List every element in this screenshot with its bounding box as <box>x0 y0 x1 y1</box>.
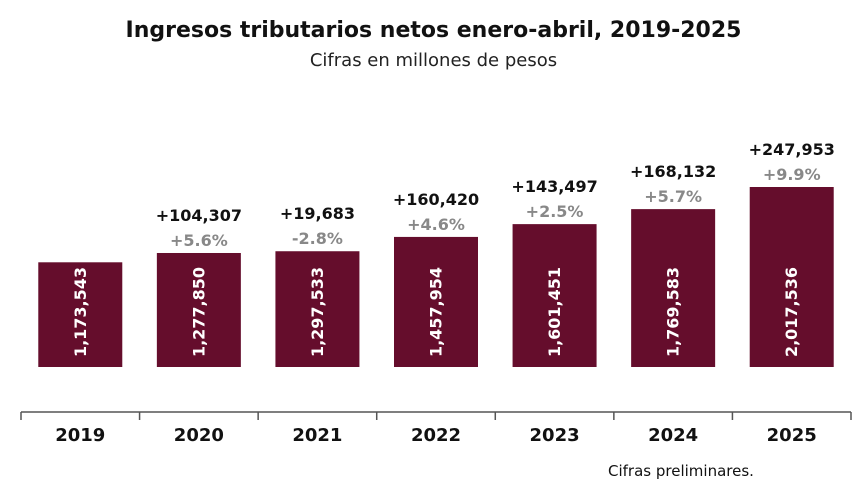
footnote: Cifras preliminares. <box>608 462 754 480</box>
bar-value-label-2024: 1,769,583 <box>664 267 683 357</box>
bar-2021 <box>275 251 360 367</box>
difference-label-2020: +104,307 <box>156 206 242 225</box>
bar-value-label-2025: 2,017,536 <box>782 267 801 357</box>
chart-subtitle: Cifras en millones de pesos <box>309 50 558 71</box>
x-tick-label-2022: 2022 <box>411 425 461 446</box>
x-tick-label-2025: 2025 <box>767 425 817 446</box>
difference-label-2024: +168,132 <box>630 162 716 181</box>
difference-label-2023: +143,497 <box>511 177 597 196</box>
bar-2020 <box>156 252 241 367</box>
bar-2019 <box>38 262 123 367</box>
bar-2023 <box>512 224 597 367</box>
x-tick-label-2023: 2023 <box>530 425 580 446</box>
chart-title: Ingresos tributarios netos enero-abril, … <box>125 18 742 43</box>
bar-value-label-2019: 1,173,543 <box>71 267 90 357</box>
bar-value-label-2021: 1,297,533 <box>308 267 327 357</box>
labels-layer: 1,173,543 1,277,850 +5.6% +104,307 1,297,533… <box>71 140 835 357</box>
bar-value-label-2020: 1,277,850 <box>189 267 208 357</box>
bar-value-label-2022: 1,457,954 <box>427 267 446 357</box>
bars-layer <box>38 187 834 367</box>
x-tick-label-2019: 2019 <box>55 425 105 446</box>
growth-label-2020: +5.6% <box>170 231 228 250</box>
growth-label-2025: +9.9% <box>763 165 821 184</box>
growth-label-2022: +4.6% <box>407 215 465 234</box>
difference-label-2022: +160,420 <box>393 190 479 209</box>
growth-label-2023: +2.5% <box>526 202 584 221</box>
difference-label-2021: +19,683 <box>280 204 355 223</box>
x-tick-label-2024: 2024 <box>648 425 698 446</box>
growth-label-2021: -2.8% <box>292 229 343 248</box>
difference-label-2025: +247,953 <box>749 140 835 159</box>
bar-2022 <box>394 236 478 367</box>
x-axis: 2019 2020 2021 2022 2023 2024 2025 <box>20 411 852 446</box>
growth-label-2024: +5.7% <box>644 187 702 206</box>
x-tick-label-2021: 2021 <box>292 425 342 446</box>
bar-2025 <box>749 187 834 367</box>
bar-value-label-2023: 1,601,451 <box>545 267 564 357</box>
x-tick-label-2020: 2020 <box>174 425 224 446</box>
bar-2024 <box>631 209 716 367</box>
